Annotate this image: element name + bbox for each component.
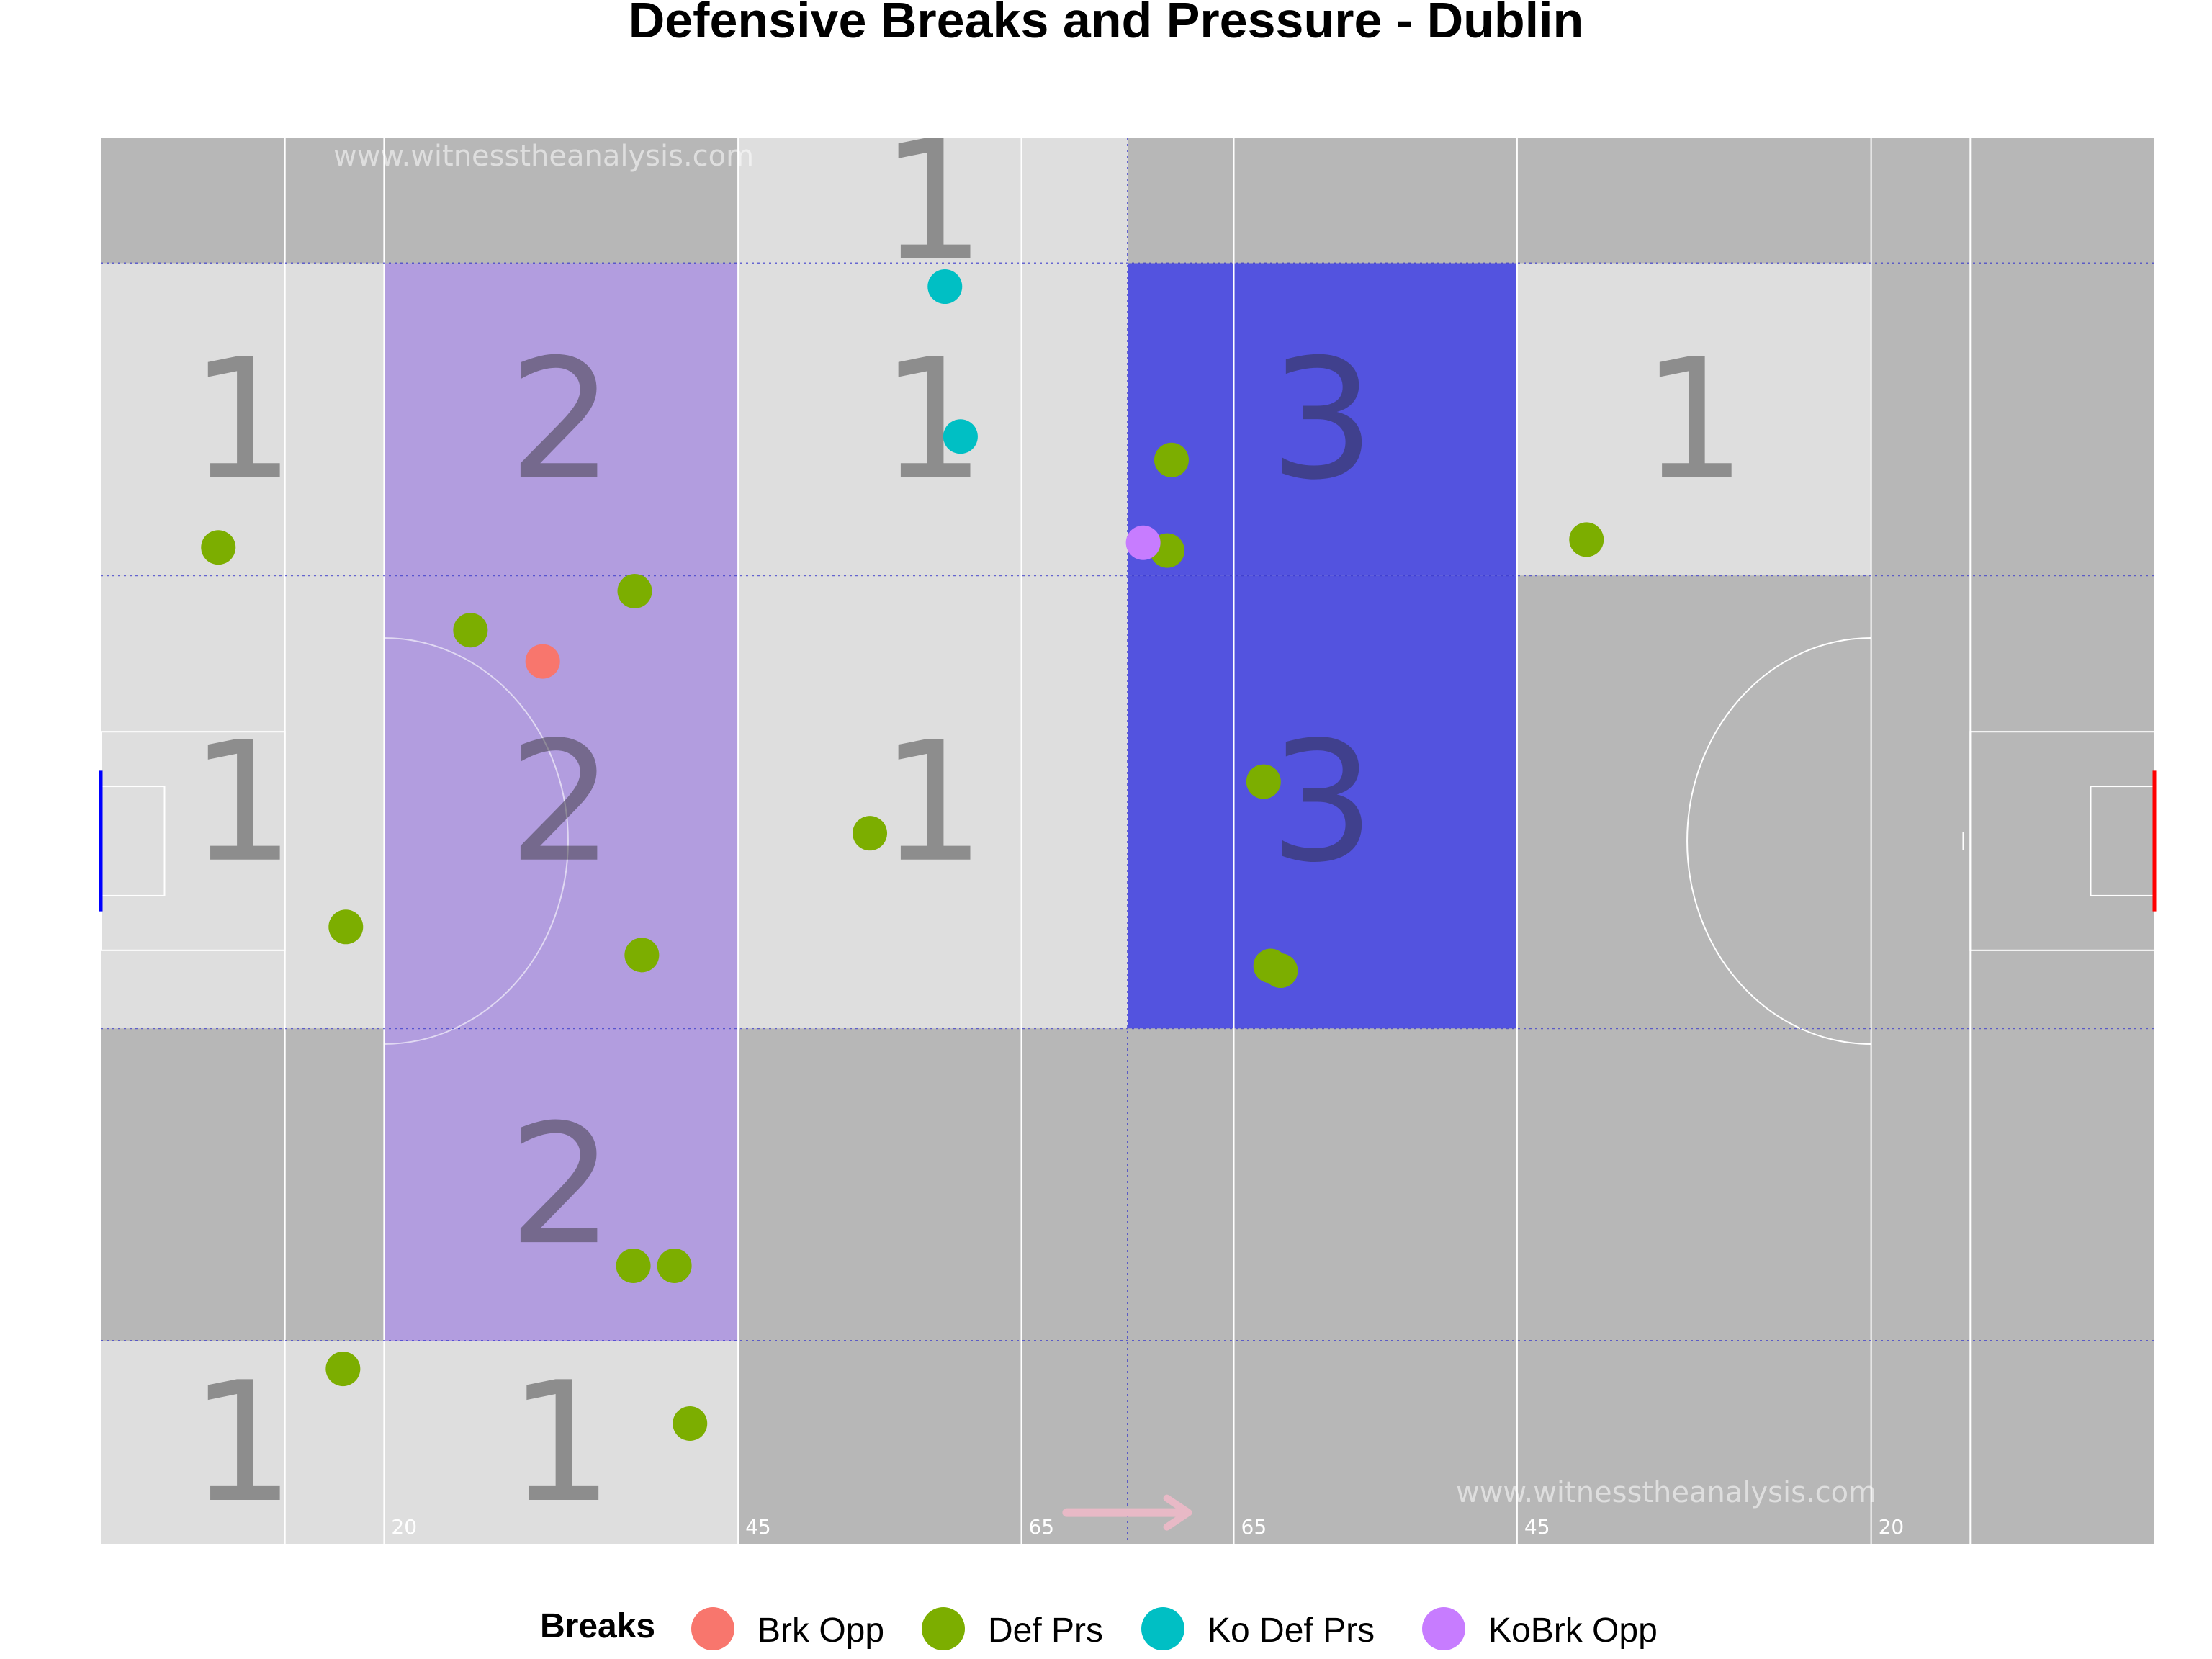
legend-key [922,1607,965,1650]
right-arc [1686,637,1871,1045]
zone-11 [1128,263,1517,576]
x-axis-marker: 45 [745,1515,771,1539]
point-ko-def-prs [927,269,963,305]
point-def-prs [673,1406,708,1441]
point-def-prs [1263,953,1298,989]
x-axis-marker: 65 [1028,1515,1054,1539]
zone-count: 1 [190,707,295,899]
point-def-prs [201,530,236,565]
point-def-prs [1246,764,1281,799]
event-points [201,269,1604,1441]
zone-count: 1 [190,1347,295,1539]
zone-2 [384,1341,739,1544]
zone-counts: 1 1 2 1 2 1 3 1 2 1 3 1 1 [190,106,1747,1539]
legend-label: Def Prs [988,1611,1103,1650]
zone-count: 1 [880,707,985,899]
legend-label: Brk Opp [757,1611,884,1650]
point-def-prs [328,909,364,945]
zone-10 [738,263,1128,576]
point-def-prs [453,613,488,648]
point-def-prs [617,573,652,608]
point-def-prs [853,816,888,851]
zone-4 [101,575,385,1029]
zone-count: 1 [1642,324,1747,516]
zone-8 [101,263,385,576]
pitch-lines [99,138,2157,1544]
zone-count: 1 [190,324,295,516]
zone-count: 1 [508,1347,613,1539]
legend-item: Def Prs [922,1607,1103,1650]
x-axis-marker: 20 [1879,1515,1905,1539]
legend-item: Brk Opp [691,1607,884,1650]
point-def-prs [616,1248,651,1283]
legend: Breaks Brk Opp Def Prs Ko Def Prs KoBrk Opp [540,1607,1658,1650]
legend-label: KoBrk Opp [1488,1611,1658,1650]
zone-count: 3 [1269,324,1375,516]
point-def-prs [1569,522,1604,557]
zone-count: 2 [508,707,613,899]
x-axis-markers: 20 45 65 65 45 20 [391,1494,1905,1539]
point-def-prs [657,1248,692,1283]
point-ko-def-prs [943,419,978,454]
point-def-prs [325,1352,361,1387]
zone-count: 1 [880,106,985,298]
watermark-top: www.witnesstheanalysis.com [333,140,754,173]
point-kobrk-opp [1125,525,1161,560]
zone-7 [1128,575,1517,1029]
legend-label: Ko Def Prs [1208,1611,1375,1650]
legend-title: Breaks [540,1607,655,1645]
attack-direction-arrowhead [1163,1494,1192,1531]
zone-5 [384,575,739,1029]
legend-key [1141,1607,1184,1650]
zone-count: 2 [508,324,613,516]
point-brk-opp [525,644,560,679]
x-axis-marker: 20 [391,1515,417,1539]
zone-13 [738,138,1128,264]
zone-9 [384,263,739,576]
x-axis-marker: 65 [1241,1515,1267,1539]
watermark-bottom: www.witnesstheanalysis.com [1456,1476,1876,1509]
chart-title: Defensive Breaks and Pressure - Dublin [629,0,1584,48]
legend-key [1422,1607,1465,1650]
legend-items: Brk Opp Def Prs Ko Def Prs KoBrk Opp [691,1607,1658,1650]
zone-6 [738,575,1128,1029]
legend-key [691,1607,734,1650]
left-arc [384,637,570,1045]
zone-count: 1 [880,324,985,516]
legend-item: KoBrk Opp [1422,1607,1658,1650]
legend-item: Ko Def Prs [1141,1607,1375,1650]
zone-3 [384,1028,739,1341]
zone-12 [1516,263,1871,576]
point-def-prs [1154,442,1189,477]
zone-count: 3 [1269,707,1375,899]
x-axis-marker: 45 [1524,1515,1550,1539]
pitch: 1 1 2 1 2 1 3 1 2 1 3 1 1 20 45 65 65 45 20 www.witnessth… [99,106,2157,1544]
zone-count: 2 [508,1089,613,1282]
point-def-prs [624,938,660,973]
